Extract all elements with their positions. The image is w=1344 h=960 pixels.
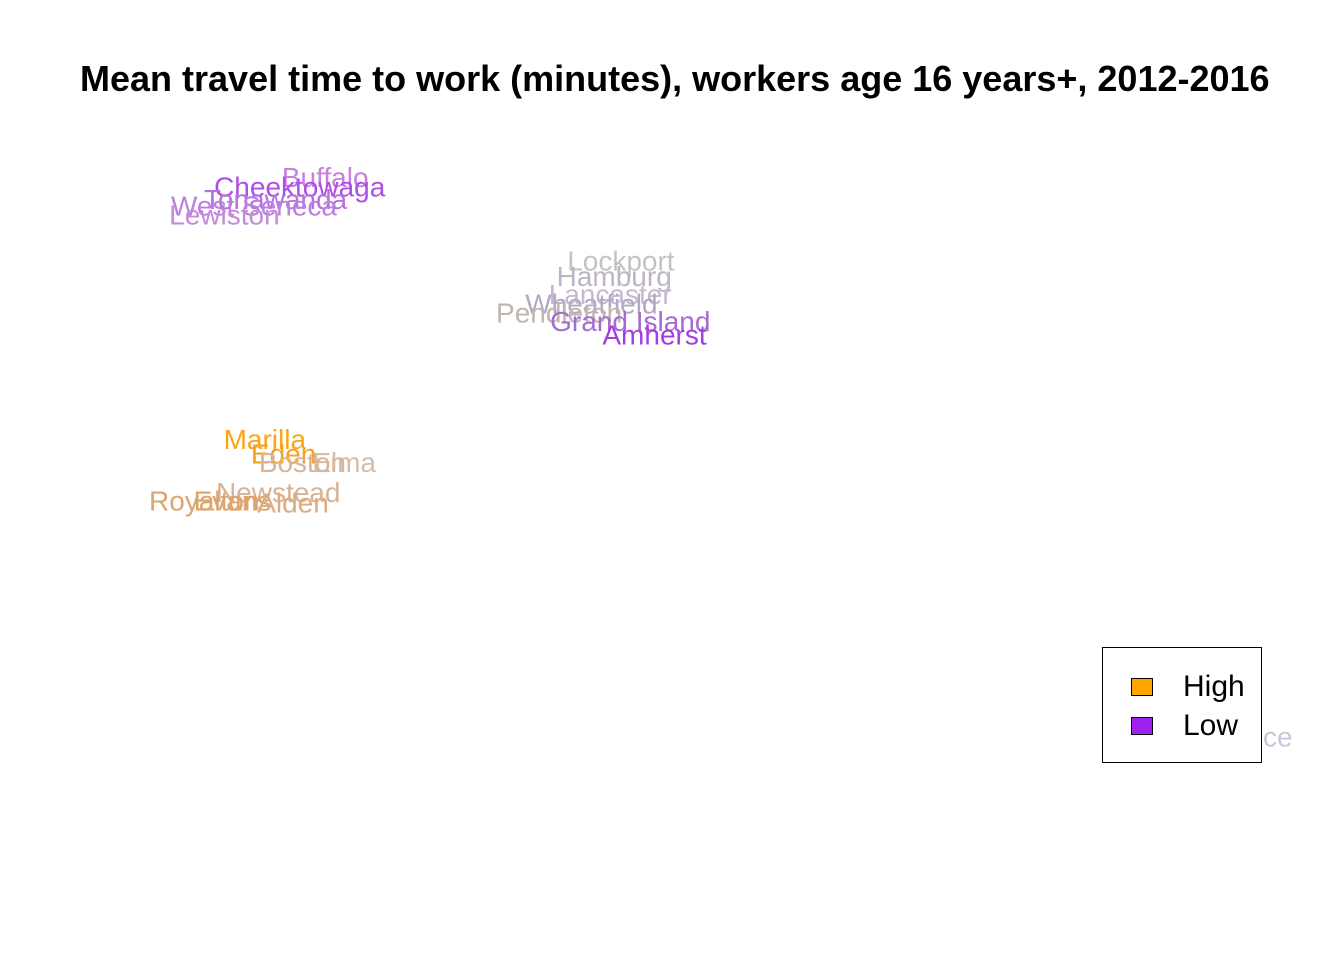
point-label-pendleton: Pendleton bbox=[496, 297, 622, 328]
point-label-buffalo: Buffalo bbox=[282, 162, 369, 193]
point-label-west-seneca: West Seneca bbox=[171, 191, 337, 222]
point-label-royalton: Royalton bbox=[149, 485, 260, 516]
point-label-lewiston: Lewiston bbox=[169, 199, 280, 230]
legend-swatch-low bbox=[1131, 717, 1153, 735]
point-label-hamburg: Hamburg bbox=[557, 261, 672, 292]
legend-swatch-high bbox=[1131, 678, 1153, 696]
point-label-evans: Evans bbox=[194, 485, 272, 516]
point-label-lockport: Lockport bbox=[567, 245, 675, 276]
point-label-cheektowaga: Cheektowaga bbox=[214, 171, 386, 202]
point-label-amherst: Amherst bbox=[602, 319, 706, 350]
point-label-elma: Elma bbox=[312, 447, 376, 478]
point-label-lancaster: Lancaster bbox=[549, 279, 672, 310]
legend-item-low: Low bbox=[1131, 709, 1239, 742]
legend: High Low bbox=[1102, 647, 1262, 763]
point-label-tonawanda: Tonawanda bbox=[204, 184, 348, 215]
point-label-marilla: Marilla bbox=[224, 424, 307, 455]
legend-label-high: High bbox=[1183, 670, 1245, 703]
point-label-wheatfield: Wheatfield bbox=[525, 289, 657, 320]
legend-label-low: Low bbox=[1183, 709, 1239, 742]
point-label-boston: Boston bbox=[259, 447, 346, 478]
legend-item-high: High bbox=[1131, 670, 1245, 703]
point-label-eden: Eden bbox=[251, 438, 316, 469]
point-label-alden: Alden bbox=[257, 487, 329, 518]
point-label-newstead: Newstead bbox=[216, 477, 341, 508]
point-label-grand-island: Grand Island bbox=[550, 306, 710, 337]
chart-title: Mean travel time to work (minutes), work… bbox=[80, 58, 1270, 99]
